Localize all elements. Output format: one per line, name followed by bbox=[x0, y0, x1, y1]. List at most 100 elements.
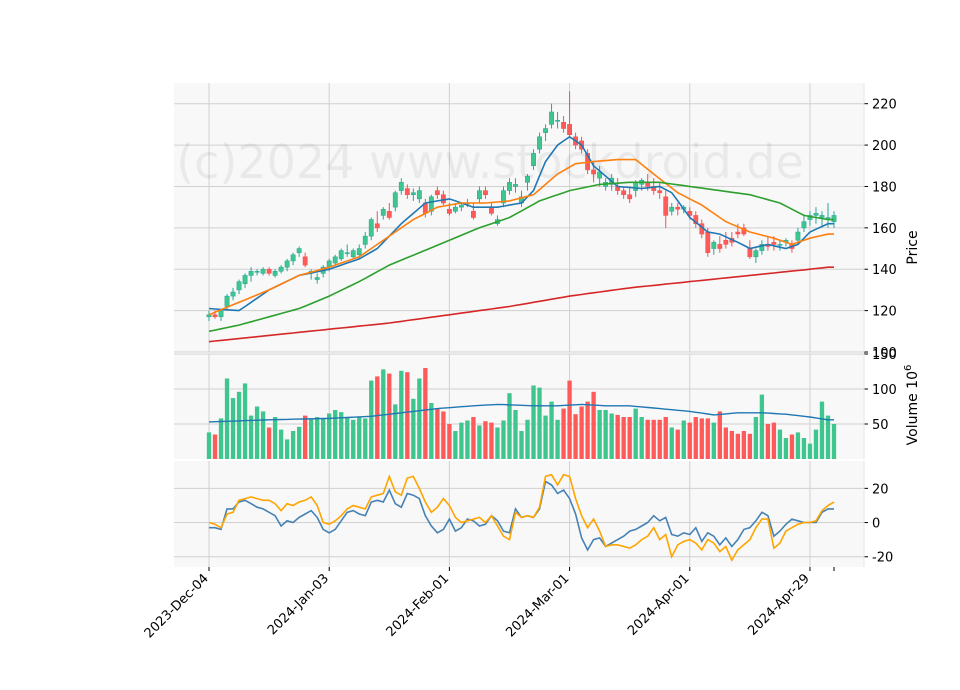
volume-bar bbox=[309, 418, 314, 459]
x-tick-label: 2024-Apr-01 bbox=[625, 571, 692, 638]
volume-bar bbox=[699, 418, 704, 459]
candle-body bbox=[236, 281, 242, 291]
volume-bar bbox=[531, 385, 536, 459]
volume-bar bbox=[609, 413, 614, 459]
volume-bar bbox=[387, 373, 392, 459]
volume-bar bbox=[603, 410, 608, 459]
x-tick-label: 2023-Dec-04 bbox=[142, 571, 212, 641]
candle-body bbox=[278, 266, 284, 272]
volume-bar bbox=[290, 431, 296, 459]
candle-body bbox=[374, 223, 380, 229]
chart-marks bbox=[206, 91, 837, 562]
volume-bar bbox=[537, 387, 542, 459]
candle-body bbox=[525, 175, 530, 183]
volume-bar bbox=[657, 419, 662, 459]
candle-body bbox=[380, 208, 386, 216]
volume-bar bbox=[579, 406, 584, 459]
volume-bar bbox=[375, 376, 380, 459]
volume-bar bbox=[483, 421, 488, 459]
candle-body bbox=[513, 184, 518, 187]
x-tick-label: 2024-Jan-03 bbox=[265, 571, 332, 638]
x-tick-label: 2024-Feb-01 bbox=[384, 571, 453, 640]
candle-body bbox=[705, 231, 711, 253]
volume-bar bbox=[260, 411, 266, 459]
volume-bar bbox=[212, 434, 218, 459]
volume-bar bbox=[254, 406, 260, 459]
volume-bar bbox=[393, 404, 398, 459]
candle-body bbox=[753, 250, 759, 258]
volume-bar bbox=[543, 415, 548, 459]
volume-bar bbox=[405, 372, 410, 459]
candle-body bbox=[549, 111, 554, 125]
ma_slow-line bbox=[208, 181, 834, 333]
volume-bar bbox=[477, 425, 482, 459]
candle-body bbox=[819, 215, 825, 218]
candle-body bbox=[537, 136, 542, 150]
volume-bar bbox=[645, 419, 650, 459]
candle-body bbox=[386, 211, 392, 218]
candle-body bbox=[332, 256, 338, 264]
candle-body bbox=[813, 213, 819, 216]
candle-body bbox=[344, 252, 350, 254]
price-axis-label: Price bbox=[905, 230, 921, 264]
candle-body bbox=[206, 314, 212, 318]
volume-bar bbox=[621, 417, 626, 459]
volume-bar bbox=[669, 427, 674, 459]
volume-bar bbox=[597, 410, 602, 459]
volume-bar bbox=[585, 401, 590, 459]
volume-bar bbox=[729, 431, 734, 459]
volume-bar bbox=[681, 420, 686, 459]
candle-body bbox=[669, 206, 675, 212]
volume-bar bbox=[765, 424, 771, 459]
candle-body bbox=[795, 231, 801, 241]
volume-ma-line bbox=[208, 403, 834, 423]
candle-body bbox=[771, 242, 777, 245]
candle-body bbox=[350, 250, 356, 258]
volume-bar bbox=[663, 417, 668, 459]
candle-body bbox=[416, 190, 422, 200]
volume-bar bbox=[813, 429, 819, 459]
candle-body bbox=[735, 231, 741, 235]
volume-bar bbox=[363, 418, 368, 459]
candle-body bbox=[368, 219, 374, 237]
volume-bar bbox=[705, 418, 710, 459]
candle-body bbox=[356, 248, 362, 255]
candle-body bbox=[621, 190, 627, 195]
volume-bar bbox=[327, 413, 332, 459]
volume-bar bbox=[441, 411, 446, 459]
price-panel-bg bbox=[174, 83, 864, 352]
volume-bar bbox=[206, 432, 212, 459]
candle-body bbox=[242, 275, 248, 284]
volume-bar bbox=[633, 408, 638, 459]
watermark: (c)2024 www.stockdroid.de bbox=[176, 135, 804, 189]
volume-bar bbox=[513, 410, 518, 459]
candle-body bbox=[777, 244, 783, 246]
volume-bar bbox=[218, 418, 224, 459]
ma_long-line bbox=[208, 266, 834, 343]
y-tick-label: 20 bbox=[872, 482, 889, 497]
candle-body bbox=[633, 182, 639, 191]
volume-bar bbox=[561, 408, 566, 459]
volume-bar bbox=[591, 391, 596, 459]
candle-body bbox=[428, 196, 434, 212]
volume-bar bbox=[321, 418, 326, 459]
candle-body bbox=[212, 314, 218, 318]
candle-body bbox=[723, 240, 729, 245]
ma_mid-line bbox=[208, 158, 834, 316]
volume-bar bbox=[230, 398, 236, 459]
volume-bar bbox=[675, 429, 680, 459]
candle-body bbox=[452, 206, 458, 212]
volume-bar bbox=[555, 419, 560, 459]
candle-body bbox=[254, 271, 260, 273]
volume-bar bbox=[302, 415, 308, 459]
volume-bar bbox=[519, 431, 524, 459]
candle-body bbox=[477, 190, 482, 200]
candle-body bbox=[266, 268, 272, 274]
volume-bar bbox=[495, 427, 500, 459]
y-tick-label: 160 bbox=[872, 222, 897, 237]
y-tick-label: 200 bbox=[872, 139, 897, 154]
volume-bar bbox=[747, 433, 753, 459]
candle-body bbox=[555, 119, 560, 122]
candle-body bbox=[434, 190, 440, 195]
candle-body bbox=[801, 221, 807, 229]
